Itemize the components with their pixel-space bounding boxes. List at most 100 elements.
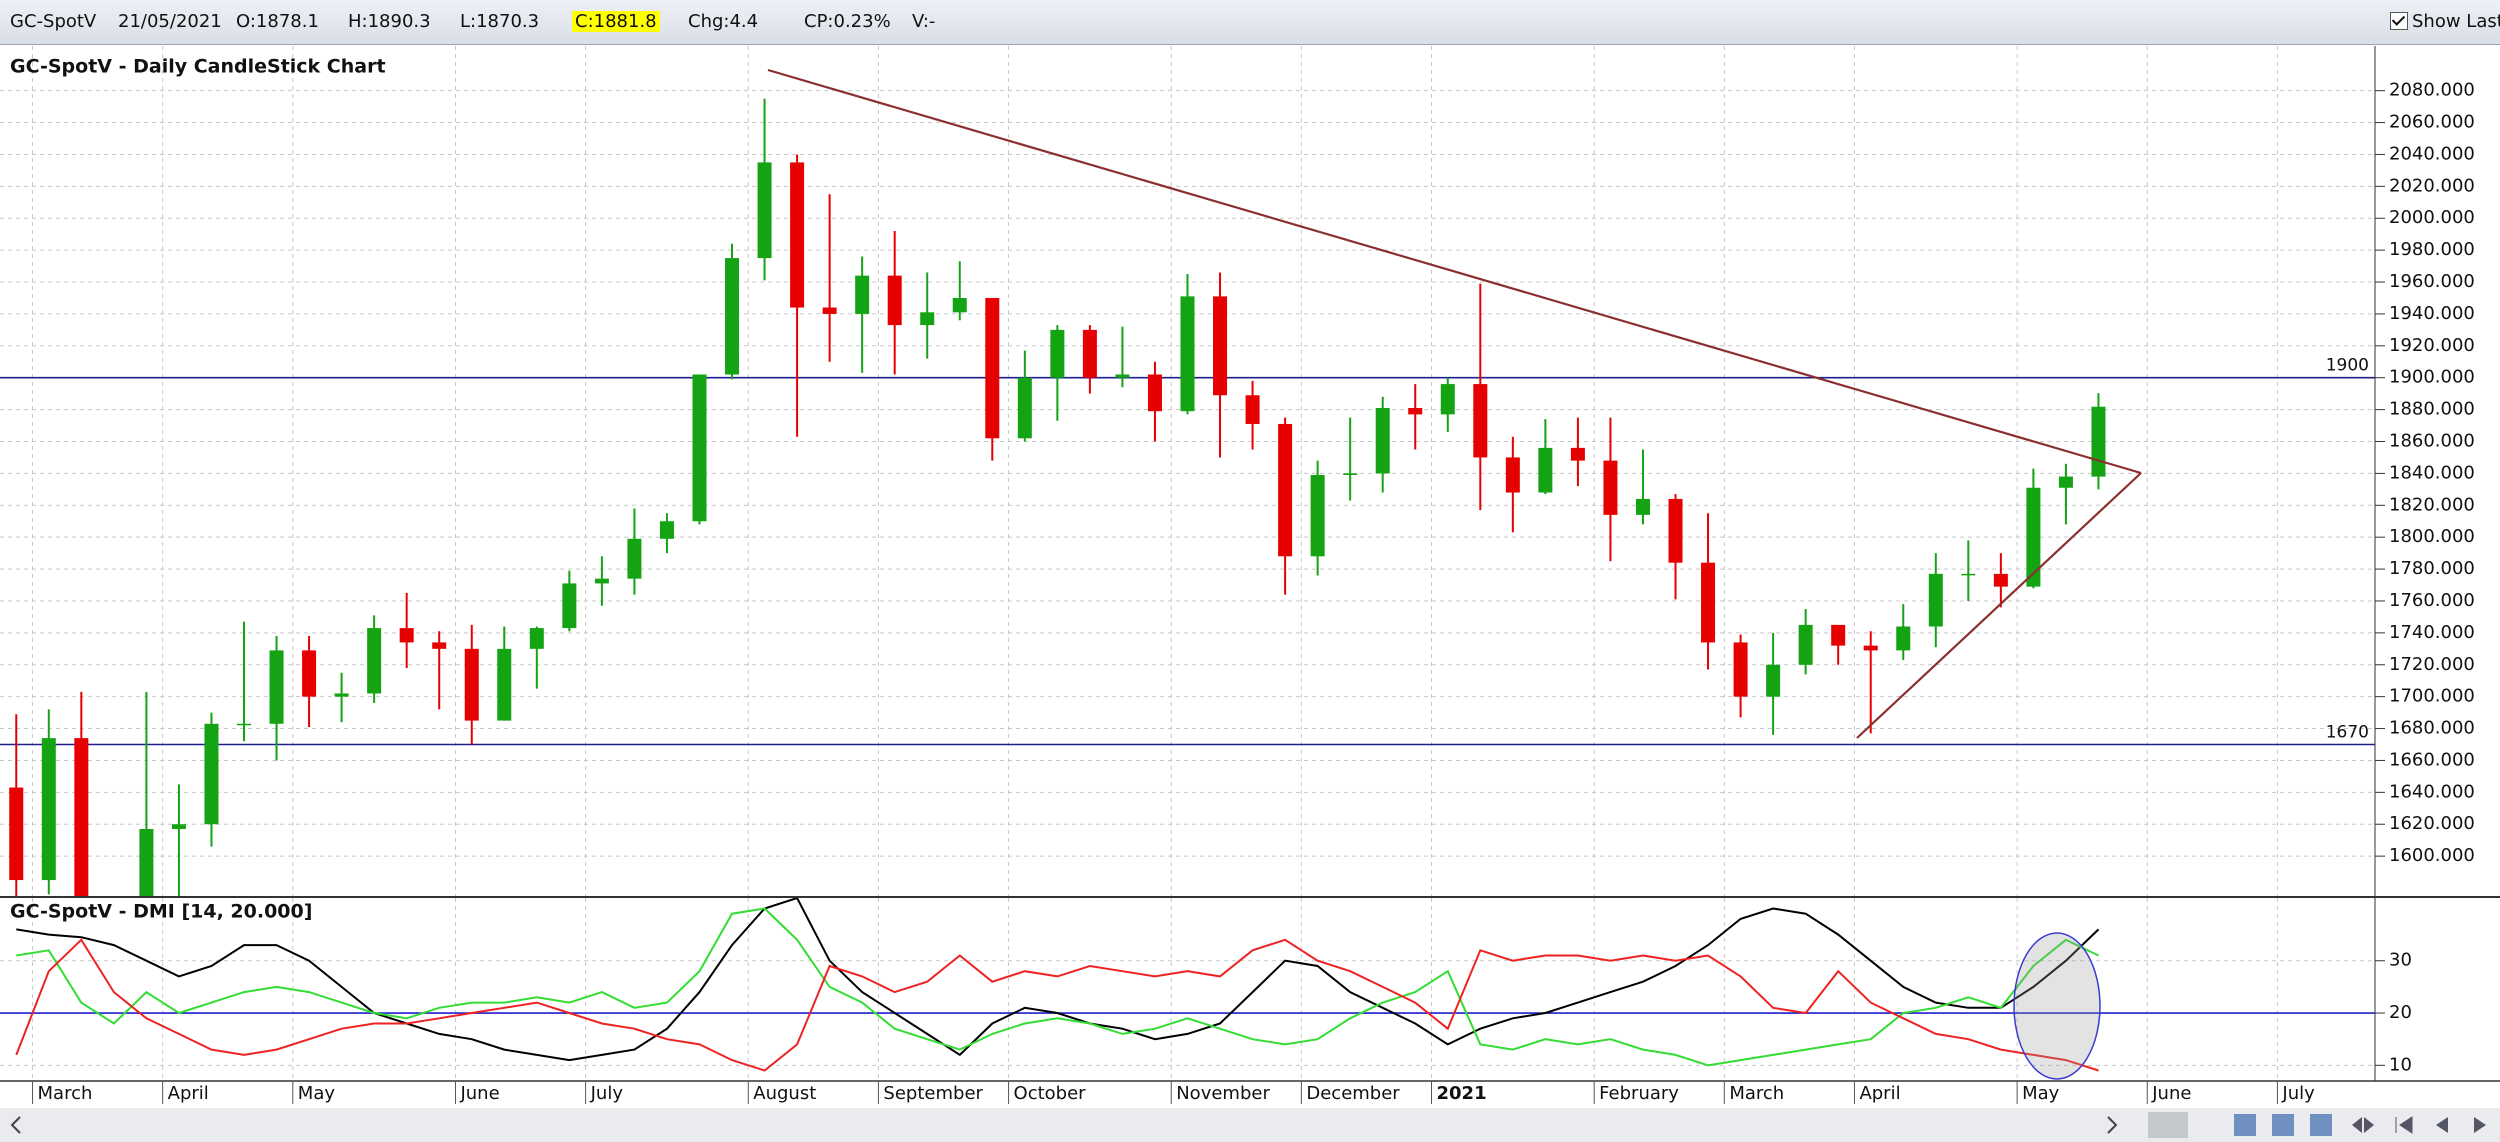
candle-body — [1635, 498, 1650, 515]
candle-body — [594, 578, 609, 584]
candle-body — [1928, 573, 1943, 627]
candle-body — [334, 693, 349, 697]
candle-body — [74, 738, 89, 896]
nav-button[interactable] — [2436, 1117, 2448, 1133]
candle-body — [529, 628, 544, 649]
y-tick-label: 1720.000 — [2389, 654, 2475, 675]
candle-body — [237, 723, 252, 726]
indicator-line — [16, 907, 2099, 1067]
y-tick-label: 1840.000 — [2389, 462, 2475, 483]
candle-body — [1082, 329, 1097, 378]
x-tick-label: June — [459, 1083, 499, 1104]
close: C:1881.8 — [572, 11, 660, 32]
y-tick-label: 1780.000 — [2389, 558, 2475, 579]
candle-body — [757, 162, 772, 259]
candle-body — [41, 738, 56, 881]
candle-body — [887, 275, 902, 326]
x-tick-label: September — [883, 1083, 983, 1104]
candle-body — [269, 650, 284, 724]
trendline — [1856, 472, 2142, 739]
x-tick-label: August — [753, 1083, 816, 1104]
candle-body — [692, 374, 707, 522]
candle-body — [1278, 423, 1293, 557]
y-tick-label: 2000.000 — [2389, 207, 2475, 228]
nav-button[interactable] — [2234, 1114, 2256, 1136]
candle-body — [1831, 624, 1846, 646]
x-tick-label: 2021 — [1437, 1083, 1487, 1104]
x-tick-label: May — [2022, 1083, 2060, 1104]
y-tick-label: 1660.000 — [2389, 749, 2475, 770]
high: H:1890.3 — [348, 11, 431, 32]
nav-button[interactable] — [2474, 1117, 2486, 1133]
trendline — [767, 68, 2142, 475]
nav-button[interactable] — [2310, 1114, 2332, 1136]
candle-body — [822, 307, 837, 314]
candle-body — [1863, 645, 1878, 651]
candle-body — [1961, 573, 1976, 576]
candle-body — [2091, 406, 2106, 477]
candle-body — [1701, 562, 1716, 643]
candle-body — [725, 258, 740, 375]
candle-body — [659, 521, 674, 539]
toolbar: GC-SpotV 21/05/2021 O:1878.1 H:1890.3 L:… — [0, 0, 2500, 45]
date: 21/05/2021 — [118, 11, 222, 32]
candle-body — [1473, 384, 1488, 458]
candle-body — [1310, 474, 1325, 557]
candle-body — [1570, 447, 1585, 461]
candle-body — [562, 583, 577, 629]
panel-title: GC-SpotV - Daily CandleStick Chart — [10, 56, 386, 78]
candle-body — [1050, 329, 1065, 378]
volume: V:- — [912, 11, 936, 32]
y-tick-label: 2080.000 — [2389, 80, 2475, 101]
candle-body — [1993, 573, 2008, 587]
low: L:1870.3 — [460, 11, 540, 32]
y-tick-label: 1880.000 — [2389, 399, 2475, 420]
y-tick-label: 1960.000 — [2389, 271, 2475, 292]
nav-button[interactable] — [2395, 1116, 2413, 1134]
scroll-right[interactable] — [2107, 1116, 2118, 1134]
candle-body — [1896, 626, 1911, 651]
indicator-line — [16, 898, 2100, 1062]
y-tick-label: 10 — [2389, 1054, 2412, 1075]
scrollbar[interactable] — [0, 1108, 2500, 1142]
candle-body — [790, 162, 805, 308]
y-tick-label: 1980.000 — [2389, 239, 2475, 260]
background — [0, 45, 2500, 1108]
y-tick-label: 1860.000 — [2389, 430, 2475, 451]
y-tick-label: 2040.000 — [2389, 143, 2475, 164]
y-tick-label: 1620.000 — [2389, 813, 2475, 834]
candle-body — [2026, 487, 2041, 587]
x-tick-label: July — [2281, 1083, 2315, 1104]
y-tick-label: 1800.000 — [2389, 526, 2475, 547]
panel-grid — [0, 46, 2375, 896]
show-last-checkbox[interactable] — [2390, 12, 2408, 30]
x-tick-label: April — [168, 1083, 209, 1104]
x-tick-label: February — [1599, 1083, 1679, 1104]
candle-body — [1115, 374, 1130, 378]
candle-body — [1213, 296, 1228, 396]
x-tick-label: April — [1859, 1083, 1900, 1104]
x-tick-label: June — [2151, 1083, 2191, 1104]
candle-body — [399, 628, 414, 643]
candle-body — [432, 642, 447, 649]
candle-body — [1180, 296, 1195, 412]
change: Chg:4.4 — [688, 11, 759, 32]
scroll-thumb[interactable] — [2148, 1112, 2188, 1138]
show-last-label[interactable]: Show Last — [2412, 11, 2500, 32]
nav-button[interactable] — [2352, 1117, 2374, 1133]
candle-body — [1408, 408, 1423, 415]
symbol: GC-SpotV — [10, 11, 97, 32]
candle-body — [1375, 408, 1390, 474]
scroll-left[interactable] — [10, 1116, 21, 1134]
scrollbar-track[interactable] — [0, 1108, 2500, 1142]
open: O:1878.1 — [236, 11, 319, 32]
candle-body — [985, 297, 1000, 439]
candle-body — [464, 648, 479, 721]
candle-body — [627, 538, 642, 579]
panel-title: GC-SpotV - DMI [14, 20.000] — [10, 901, 312, 923]
y-tick-label: 1820.000 — [2389, 494, 2475, 515]
candle-body — [1245, 395, 1260, 424]
nav-button[interactable] — [2272, 1114, 2294, 1136]
candle-body — [1733, 642, 1748, 697]
